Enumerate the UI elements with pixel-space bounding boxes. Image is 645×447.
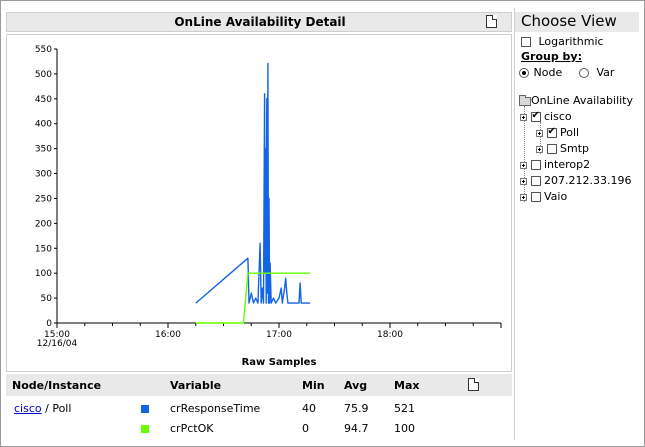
col-node-instance: Node/Instance <box>12 379 102 392</box>
y-tick-label: 50 <box>41 294 53 304</box>
y-tick-label: 250 <box>35 194 52 204</box>
min-cell: 0 <box>302 422 309 435</box>
tree-root[interactable]: OnLine Availability <box>519 94 633 107</box>
x-tick-label: 15:00 <box>44 330 70 340</box>
tree-node-label: Poll <box>560 126 580 139</box>
table-export-icon[interactable] <box>468 378 479 391</box>
series-color-swatch <box>141 425 149 433</box>
ip-checkbox[interactable] <box>530 176 541 186</box>
group-by-var-option[interactable]: Var <box>579 66 614 79</box>
tree-line <box>540 122 541 154</box>
max-cell: 521 <box>394 402 415 415</box>
col-variable: Variable <box>170 379 222 392</box>
col-min: Min <box>302 379 325 392</box>
y-tick-label: 150 <box>35 244 52 254</box>
node-radio-label: Node <box>533 66 563 79</box>
x-tick-sublabel: 12/16/04 <box>37 339 78 349</box>
tree-node-cisco[interactable]: cisco <box>520 110 572 123</box>
group-by-label: Group by: <box>521 50 582 63</box>
expand-icon[interactable] <box>536 145 543 153</box>
y-tick-label: 100 <box>35 269 52 279</box>
variable-cell: crPctOK <box>170 422 214 435</box>
chart-svg: 0 50 100 150 200 250 300 350 400 450 500 550 15:0012… <box>35 45 502 368</box>
logarithmic-checkbox[interactable] <box>521 37 531 47</box>
y-tick-label: 400 <box>35 120 52 130</box>
x-tick-label: 18:00 <box>377 330 403 340</box>
tree-node-vaio[interactable]: Vaio <box>520 190 567 203</box>
expand-icon[interactable] <box>520 177 527 185</box>
choose-view-title: Choose View <box>521 12 617 30</box>
logarithmic-option[interactable]: Logarithmic <box>521 35 604 48</box>
series-line-crResponseTime <box>195 62 311 304</box>
panel-title: OnLine Availability Detail <box>174 15 346 29</box>
y-tick-label: 350 <box>35 145 52 155</box>
var-radio-label: Var <box>596 66 615 79</box>
smtp-checkbox[interactable] <box>546 144 557 154</box>
node-link-cisco[interactable]: cisco <box>14 402 42 415</box>
node-radio[interactable] <box>519 68 529 78</box>
x-axis-title: Raw Samples <box>242 357 317 368</box>
tree-node-label: cisco <box>544 110 572 123</box>
table-row: crPctOK 0 94.7 100 <box>6 419 512 439</box>
y-tick-label: 300 <box>35 170 52 180</box>
x-tick-label: 16:00 <box>155 330 181 340</box>
group-by-node-option[interactable]: Node <box>519 66 562 79</box>
col-max: Max <box>394 379 420 392</box>
choose-view-panel: Choose View Logarithmic Group by: Node V… <box>514 8 640 440</box>
tree-node-interop2[interactable]: interop2 <box>520 158 590 171</box>
avg-cell: 94.7 <box>344 422 369 435</box>
y-tick-label: 0 <box>46 319 52 329</box>
tree-node-smtp[interactable]: Smtp <box>536 142 589 155</box>
table-row: cisco / Poll crResponseTime 40 75.9 521 <box>6 399 512 419</box>
expand-icon[interactable] <box>520 193 527 201</box>
tree-node-label: interop2 <box>544 158 591 171</box>
tree-line <box>524 106 525 202</box>
tree-node-label: Smtp <box>560 142 589 155</box>
expand-icon[interactable] <box>520 161 527 169</box>
series-color-swatch <box>141 405 149 413</box>
variable-cell: crResponseTime <box>170 402 261 415</box>
instance-label: / Poll <box>41 402 72 415</box>
avg-cell: 75.9 <box>344 402 369 415</box>
availability-chart: 0 50 100 150 200 250 300 350 400 450 500 550 15:00 12… <box>6 34 512 372</box>
tree-node-ip[interactable]: 207.212.33.196 <box>520 174 631 187</box>
logarithmic-label: Logarithmic <box>538 35 604 48</box>
panel-header: OnLine Availability Detail <box>6 12 512 32</box>
x-tick-label: 17:00 <box>266 330 292 340</box>
tree-node-poll[interactable]: Poll <box>536 126 579 139</box>
vaio-checkbox[interactable] <box>530 192 541 202</box>
series-line-crPctOK <box>195 272 311 324</box>
tree-root-label: OnLine Availability <box>531 94 634 107</box>
choose-view-header: Choose View <box>515 12 639 32</box>
tree-node-label: Vaio <box>544 190 568 203</box>
y-tick-label: 200 <box>35 219 52 229</box>
folder-icon <box>519 94 531 106</box>
cisco-checkbox[interactable] <box>530 110 541 122</box>
y-tick-label: 450 <box>35 95 52 105</box>
table-header: Node/Instance Variable Min Avg Max <box>6 374 512 396</box>
max-cell: 100 <box>394 422 415 435</box>
min-cell: 40 <box>302 402 316 415</box>
poll-checkbox[interactable] <box>546 126 557 138</box>
export-document-icon[interactable] <box>486 15 497 28</box>
detail-panel: OnLine Availability Detail 0 50 100 150 200 2… <box>6 8 512 440</box>
interop2-checkbox[interactable] <box>530 160 541 170</box>
col-avg: Avg <box>344 379 368 392</box>
expand-icon[interactable] <box>536 129 543 137</box>
expand-icon[interactable] <box>520 113 527 121</box>
tree-node-label: 207.212.33.196 <box>544 174 632 187</box>
var-radio[interactable] <box>579 68 589 78</box>
y-tick-label: 500 <box>35 70 52 80</box>
node-instance-cell: cisco / Poll <box>14 402 71 415</box>
y-tick-label: 550 <box>35 45 52 55</box>
